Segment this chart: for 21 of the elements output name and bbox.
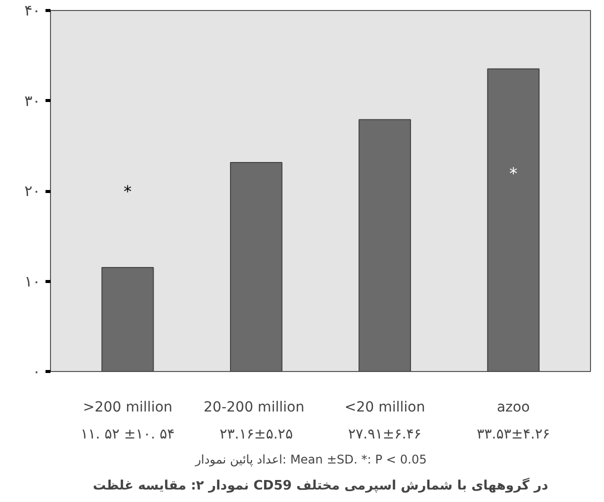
x-tick-label: >200 million: [82, 400, 172, 416]
y-tick-label: ۳۰: [24, 92, 41, 110]
text: نمودار ۲: مقایسه غلظت CD59 در گروههای با شمارش اسپرمی مختلف: [92, 478, 548, 494]
bar: [358, 119, 411, 372]
x-tick-label: azoo: [496, 400, 530, 416]
bar: [101, 267, 154, 372]
y-tick-label: ۲۰: [24, 182, 41, 200]
text: ۳۳.۵۳±۴.۲۶: [476, 426, 550, 442]
y-tick-label: ۴۰: [24, 2, 41, 20]
text: ۱۱. ۵۲ ±۱۰. ۵۴: [80, 426, 175, 442]
x-tick-label: 20-200 million: [204, 400, 304, 416]
x-tick-label: <20 million: [344, 400, 426, 416]
bar: [230, 162, 282, 372]
annotation: *: [509, 164, 518, 183]
y-tick-label: ۰: [32, 362, 41, 380]
annotation: *: [124, 182, 132, 201]
text: اعداد پائین نمودار: Mean ±SD. *: P < 0.05: [194, 452, 427, 466]
bar: [487, 68, 540, 372]
text: ۲۷.۹۱±۶.۴۶: [348, 426, 422, 442]
text: ۲۳.۱۶±۵.۲۵: [220, 426, 293, 442]
y-tick-label: ۱۰: [24, 272, 41, 290]
